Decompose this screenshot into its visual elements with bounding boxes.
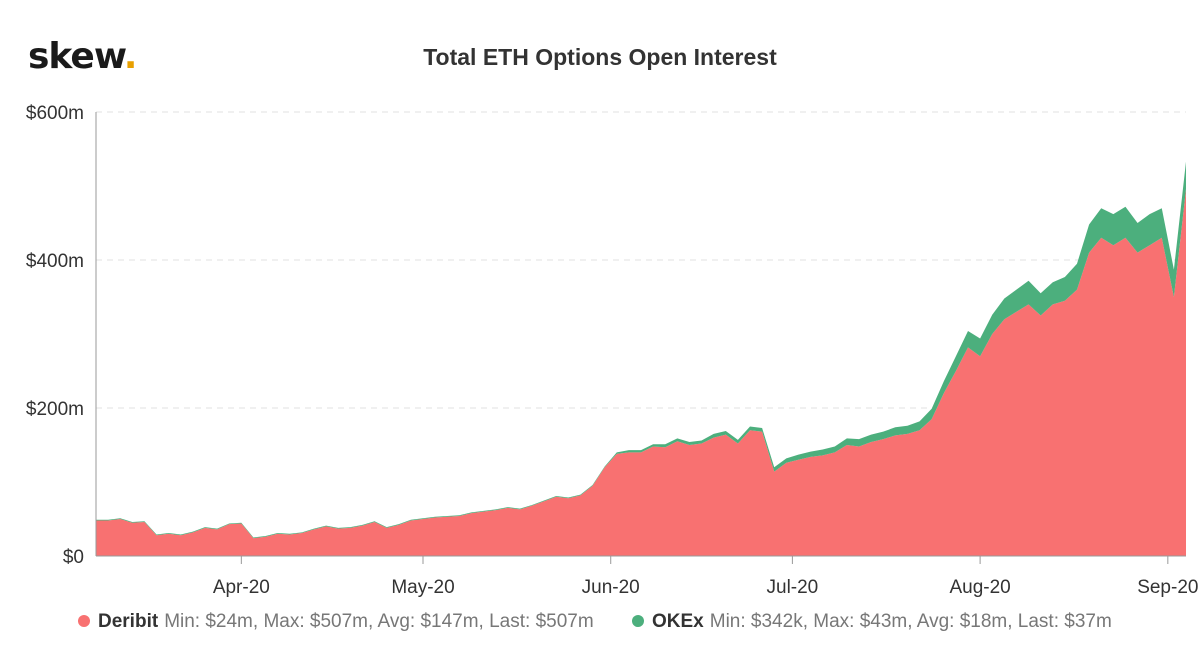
series-area-deribit (96, 188, 1186, 556)
skew-logo: skew. (28, 36, 138, 77)
x-tick-label: May-20 (391, 577, 454, 598)
legend-marker-deribit (78, 614, 90, 627)
y-tick-label: $200m (26, 399, 84, 420)
x-tick-label: Jul-20 (767, 577, 819, 598)
legend-series-name: OKEx (652, 611, 704, 632)
logo-dot: . (123, 36, 138, 77)
legend-series-name: Deribit (98, 611, 159, 632)
chart-title: Total ETH Options Open Interest (423, 44, 777, 70)
legend-item-deribit[interactable]: Deribit Min: $24m, Max: $507m, Avg: $147m… (78, 611, 594, 633)
y-tick-label: $600m (26, 103, 84, 124)
legend-series-stats: Min: $24m, Max: $507m, Avg: $147m, Last:… (164, 611, 594, 632)
x-tick-label: Apr-20 (213, 577, 270, 598)
legend-item-okex[interactable]: OKEx Min: $342k, Max: $43m, Avg: $18m, La… (632, 611, 1112, 633)
y-tick-label: $400m (26, 251, 84, 272)
x-tick-label: Sep-20 (1137, 577, 1198, 598)
legend-marker-okex (632, 614, 644, 627)
logo-text: skew (28, 36, 125, 77)
x-tick-label: Jun-20 (582, 577, 640, 598)
legend-series-stats: Min: $342k, Max: $43m, Avg: $18m, Last: … (709, 611, 1112, 632)
x-tick-label: Aug-20 (949, 577, 1010, 598)
y-tick-label: $0 (63, 547, 84, 568)
